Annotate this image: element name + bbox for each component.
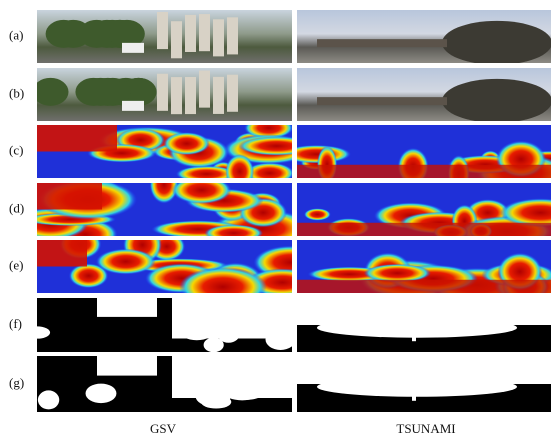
mask-region <box>97 298 157 317</box>
building <box>157 12 168 49</box>
mask-blob <box>223 382 261 400</box>
row-label: (b) <box>9 85 24 100</box>
heat-region <box>37 240 87 267</box>
building <box>227 17 238 54</box>
hill <box>442 79 551 123</box>
mask-blob <box>86 384 117 404</box>
pole <box>412 320 416 342</box>
row-label: (e) <box>9 257 23 272</box>
building <box>157 74 168 111</box>
heat-blob <box>163 132 209 155</box>
image-panel <box>33 68 292 121</box>
image-panel <box>37 226 327 311</box>
row-label: (f) <box>9 316 22 331</box>
heat-region <box>297 280 551 293</box>
image-panel <box>37 10 292 63</box>
building <box>213 19 224 56</box>
heat-blob <box>96 249 156 275</box>
mask-blob <box>217 322 241 343</box>
heat-blob <box>172 176 232 204</box>
image-panel <box>297 298 551 352</box>
hill <box>442 21 551 65</box>
mask-blob <box>265 329 295 350</box>
image-panel <box>12 166 312 250</box>
mask-region <box>97 356 157 376</box>
mask-blob <box>38 390 59 409</box>
debris <box>317 97 447 105</box>
figure: (a) (b) (c) (d) (e) (f) (g) GSV TSUNAMI <box>0 0 551 439</box>
building <box>227 75 238 112</box>
vehicle <box>122 101 144 111</box>
row-label: (a) <box>9 27 23 42</box>
heat-blob <box>304 208 331 220</box>
heat-blob <box>282 145 351 163</box>
mask-blob <box>317 318 517 338</box>
heat-region <box>297 223 551 236</box>
tree <box>46 20 82 48</box>
row-label: (d) <box>9 200 24 215</box>
building <box>171 21 182 58</box>
image-panel <box>297 240 551 302</box>
building <box>185 15 196 52</box>
pole <box>412 378 416 400</box>
image-panel <box>297 10 551 65</box>
column-label: TSUNAMI <box>396 421 455 436</box>
heat-region <box>37 125 117 152</box>
building <box>171 77 182 114</box>
tree <box>33 78 69 106</box>
heat-region <box>297 165 551 178</box>
row-label: (g) <box>9 375 24 390</box>
image-panel <box>297 356 551 412</box>
heat-blob <box>204 225 263 242</box>
debris <box>317 39 447 47</box>
tree <box>83 78 119 106</box>
building <box>185 77 196 114</box>
building <box>199 71 210 108</box>
column-label: GSV <box>150 421 177 436</box>
panels <box>12 10 551 412</box>
vehicle <box>122 43 144 53</box>
image-panel <box>25 298 296 352</box>
image-panel <box>297 183 551 247</box>
heat-blob <box>364 264 431 282</box>
mask-blob <box>25 326 51 338</box>
building <box>199 14 210 51</box>
image-panel <box>37 117 315 189</box>
image-panel <box>297 68 551 123</box>
mask-blob <box>179 321 214 340</box>
building <box>213 77 224 114</box>
image-panel <box>282 125 551 192</box>
row-label: (c) <box>9 142 23 157</box>
mask-blob <box>317 377 517 397</box>
heat-region <box>37 183 102 210</box>
image-panel <box>37 356 292 412</box>
